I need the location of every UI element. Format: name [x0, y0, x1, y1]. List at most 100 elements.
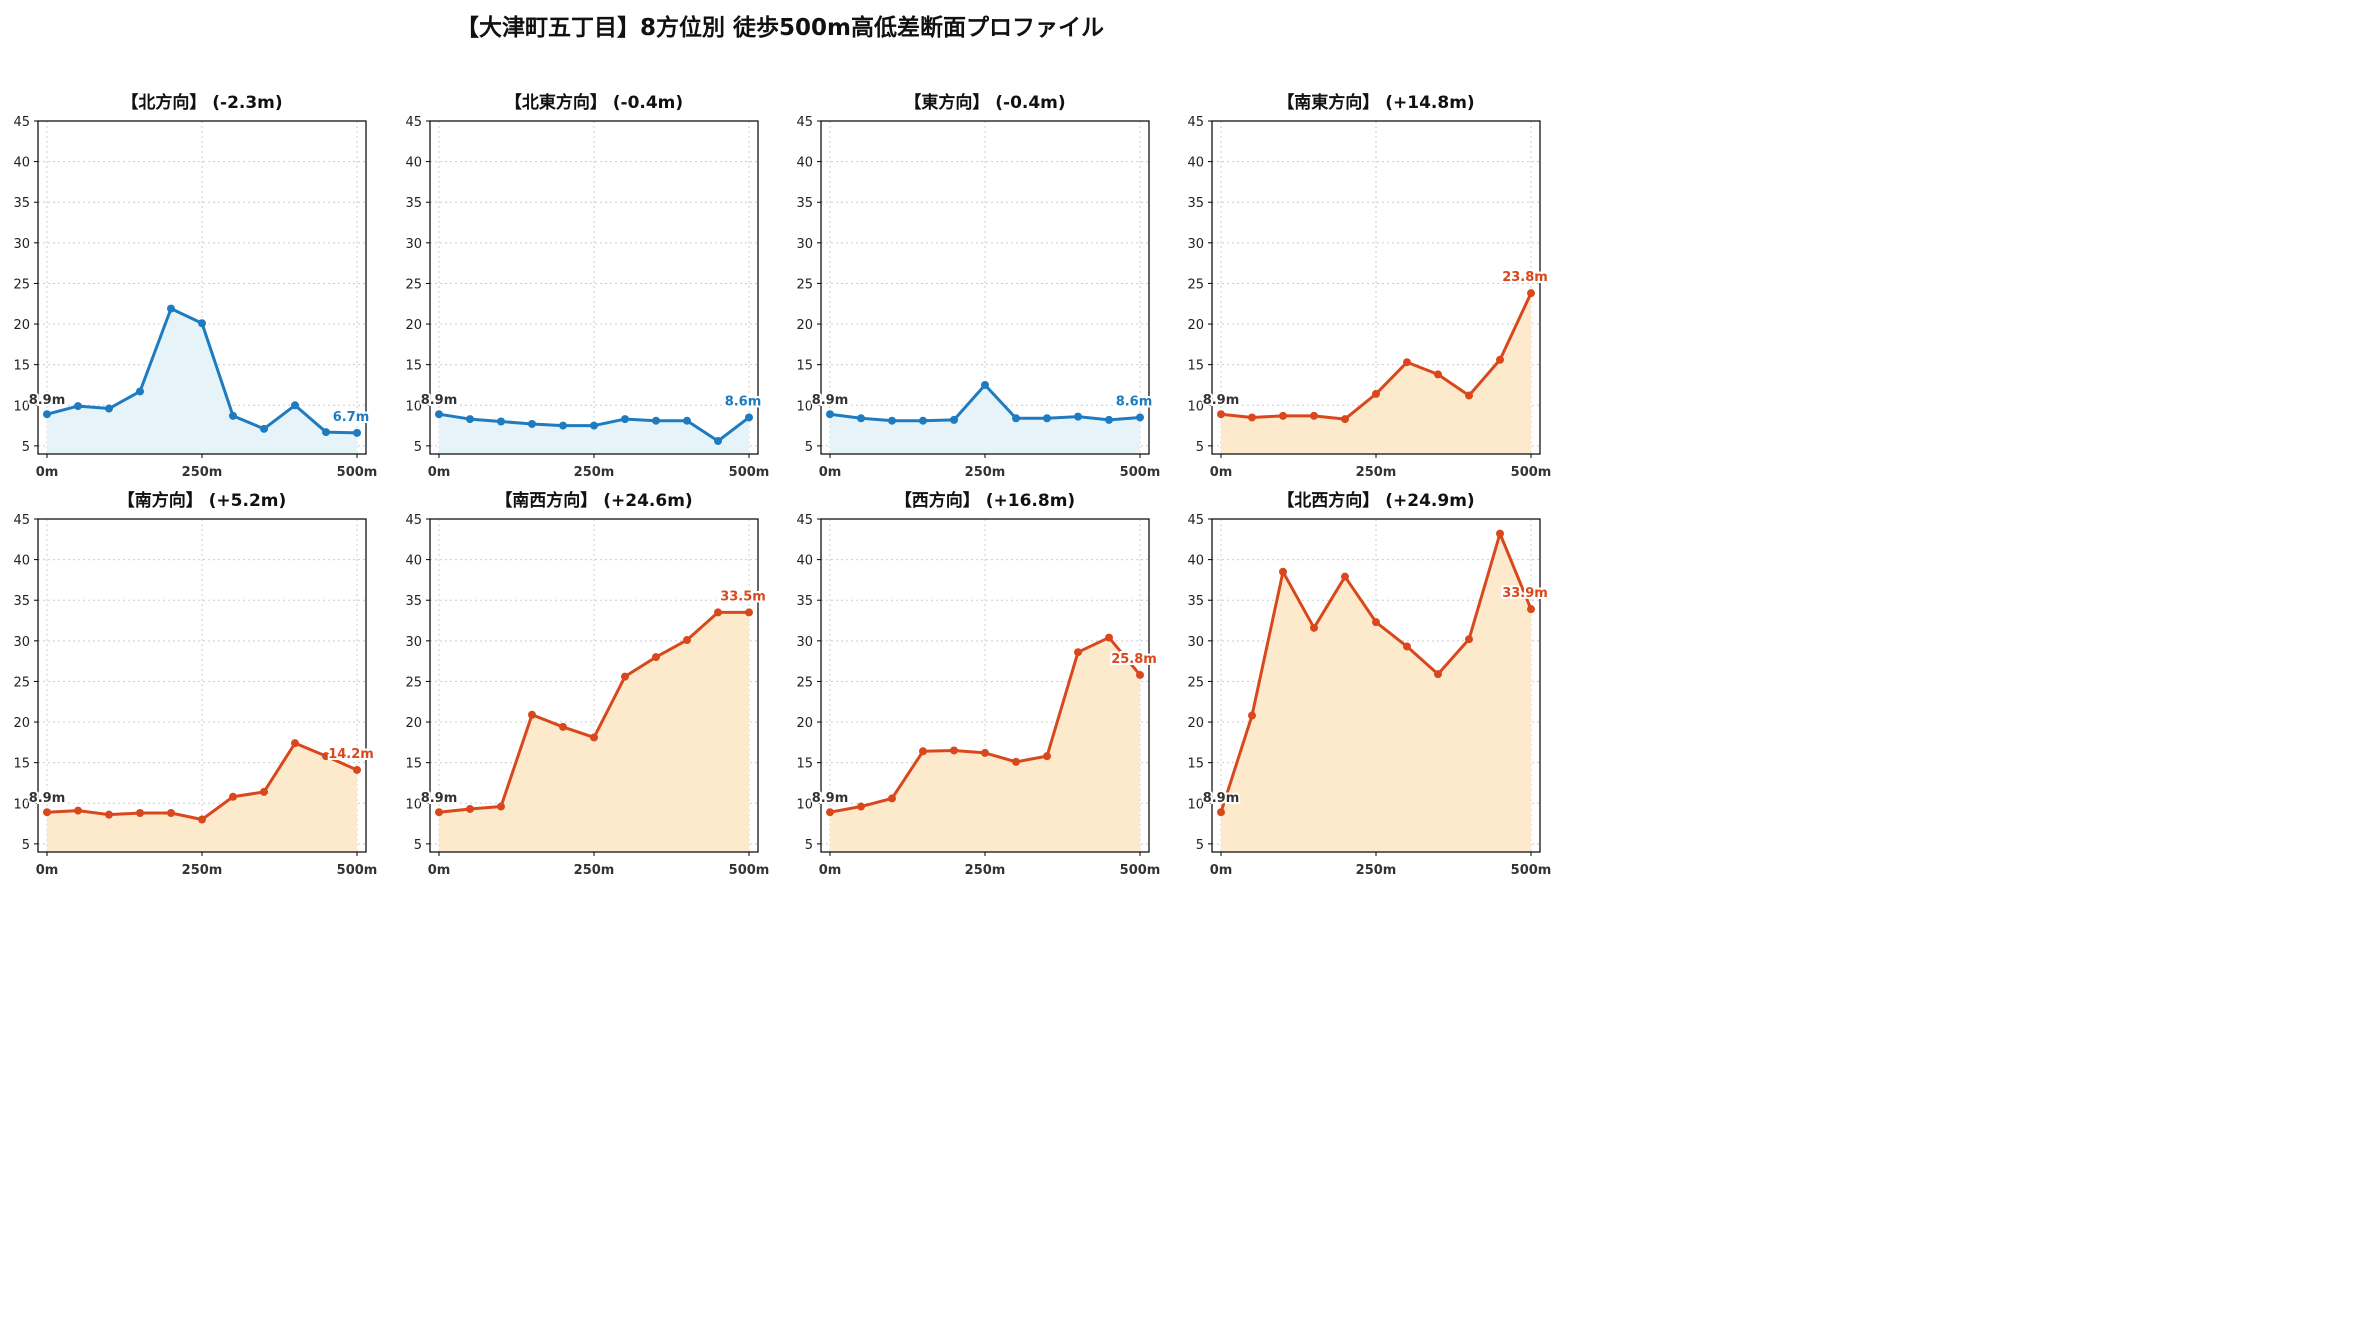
- data-point: [857, 802, 865, 811]
- y-tick-label: 10: [405, 399, 422, 414]
- data-point: [105, 404, 113, 413]
- data-point: [857, 414, 865, 423]
- x-tick-label: 250m: [965, 465, 1006, 480]
- y-tick-label: 30: [13, 635, 30, 650]
- data-point: [353, 765, 361, 774]
- data-point: [1074, 648, 1082, 657]
- x-tick-label: 0m: [36, 863, 59, 878]
- area-fill: [1221, 293, 1531, 454]
- y-tick-label: 45: [796, 115, 813, 130]
- panel-title: 【北西方向】 (+24.9m): [1277, 490, 1474, 511]
- y-tick-label: 5: [805, 838, 813, 853]
- data-point: [590, 421, 598, 430]
- data-point: [136, 809, 144, 818]
- chart-panel-1: 5 10 15 20 25 30 35 40 45 0m 250m 500m 【北方向】 (-2.3m)…: [13, 92, 377, 480]
- page-title: 【大津町五丁目】8方位別 徒歩500m高低差断面プロファイル: [456, 15, 1104, 41]
- y-tick-label: 40: [13, 554, 30, 569]
- y-tick-label: 40: [13, 156, 30, 171]
- area-fill: [1221, 533, 1531, 852]
- y-tick-label: 40: [1187, 554, 1204, 569]
- y-tick-label: 15: [13, 359, 30, 374]
- y-tick-label: 30: [796, 635, 813, 650]
- start-value-label: 8.9m: [1203, 393, 1240, 408]
- y-tick-label: 40: [1187, 156, 1204, 171]
- end-value-label: 6.7m: [333, 410, 370, 425]
- y-tick-label: 30: [405, 635, 422, 650]
- chart-panel-3: 5 10 15 20 25 30 35 40 45 0m 250m 500m 【東方向】 (-0.4m)…: [796, 92, 1160, 480]
- data-point: [167, 304, 175, 313]
- y-tick-label: 15: [796, 359, 813, 374]
- data-point: [1043, 414, 1051, 423]
- y-tick-label: 35: [405, 594, 422, 609]
- y-tick-label: 45: [796, 513, 813, 528]
- y-tick-label: 45: [405, 513, 422, 528]
- data-point: [1310, 623, 1318, 632]
- y-tick-label: 10: [796, 399, 813, 414]
- data-point: [1403, 642, 1411, 651]
- start-value-label: 8.9m: [812, 791, 849, 806]
- y-tick-label: 20: [796, 318, 813, 333]
- data-point: [1279, 567, 1287, 576]
- area-fill: [47, 308, 357, 454]
- y-tick-label: 45: [13, 513, 30, 528]
- data-point: [1248, 711, 1256, 720]
- y-tick-label: 30: [1187, 635, 1204, 650]
- y-tick-label: 10: [1187, 399, 1204, 414]
- end-value-label: 14.2m: [328, 747, 374, 762]
- data-point: [322, 428, 330, 437]
- start-value-label: 8.9m: [29, 393, 66, 408]
- end-value-label: 33.5m: [720, 589, 766, 604]
- data-point: [1310, 411, 1318, 420]
- data-point: [919, 416, 927, 425]
- data-point: [950, 415, 958, 424]
- data-point: [1105, 633, 1113, 642]
- x-tick-label: 250m: [574, 863, 615, 878]
- chart-panel-4: 5 10 15 20 25 30 35 40 45 0m 250m 500m 【南東方向】 (+14.8…: [1187, 92, 1551, 480]
- data-point: [322, 752, 330, 761]
- y-tick-label: 25: [1187, 277, 1204, 292]
- data-point: [167, 809, 175, 818]
- y-tick-label: 20: [1187, 716, 1204, 731]
- x-tick-label: 0m: [819, 863, 842, 878]
- x-tick-label: 250m: [1356, 863, 1397, 878]
- y-tick-label: 10: [13, 797, 30, 812]
- data-point: [260, 424, 268, 433]
- data-point: [1136, 413, 1144, 422]
- data-point: [1372, 618, 1380, 627]
- data-point: [652, 416, 660, 425]
- panel-title: 【南東方向】 (+14.8m): [1277, 92, 1474, 113]
- x-tick-label: 0m: [1210, 863, 1233, 878]
- panel-title: 【北方向】 (-2.3m): [121, 92, 282, 113]
- data-point: [745, 413, 753, 422]
- y-tick-label: 15: [1187, 757, 1204, 772]
- x-tick-label: 0m: [428, 863, 451, 878]
- y-tick-label: 10: [1187, 797, 1204, 812]
- data-point: [136, 387, 144, 396]
- data-point: [1527, 289, 1535, 298]
- chart-panel-8: 5 10 15 20 25 30 35 40 45 0m 250m 500m 【北西方向】 (+24.9…: [1187, 490, 1551, 878]
- y-tick-label: 35: [1187, 196, 1204, 211]
- y-tick-label: 25: [405, 675, 422, 690]
- start-value-label: 8.9m: [1203, 791, 1240, 806]
- data-point: [826, 410, 834, 419]
- data-point: [229, 792, 237, 801]
- data-point: [1043, 752, 1051, 761]
- end-value-label: 33.9m: [1502, 586, 1548, 601]
- y-tick-label: 20: [405, 318, 422, 333]
- y-tick-label: 45: [405, 115, 422, 130]
- data-point: [74, 806, 82, 815]
- data-point: [590, 733, 598, 742]
- panel-title: 【北東方向】 (-0.4m): [505, 92, 683, 113]
- y-tick-label: 25: [405, 277, 422, 292]
- y-tick-label: 30: [796, 237, 813, 252]
- data-point: [105, 810, 113, 819]
- data-point: [43, 808, 51, 817]
- chart-panel-6: 5 10 15 20 25 30 35 40 45 0m 250m 500m 【南西方向】 (+24.6…: [405, 490, 769, 878]
- y-tick-label: 35: [13, 196, 30, 211]
- data-point: [1136, 670, 1144, 679]
- data-point: [1434, 670, 1442, 679]
- data-point: [1012, 414, 1020, 423]
- y-tick-label: 25: [1187, 675, 1204, 690]
- data-point: [888, 794, 896, 803]
